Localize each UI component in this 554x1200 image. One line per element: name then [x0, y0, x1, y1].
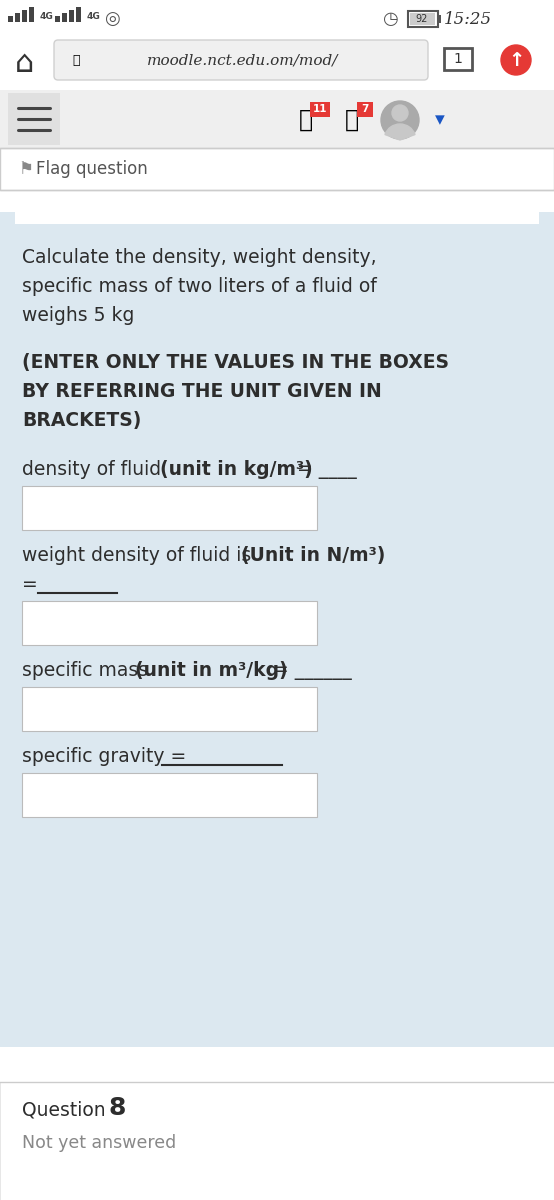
Bar — [0, 0, 554, 38]
Bar — [0, 1082, 554, 1200]
Text: ◎: ◎ — [104, 10, 120, 28]
Text: = ______: = ______ — [267, 661, 352, 680]
Bar — [0, 828, 554, 1082]
Bar — [310, 102, 330, 116]
Wedge shape — [385, 124, 415, 140]
Bar — [55, 16, 60, 22]
Bar — [0, 1046, 554, 1082]
Text: 🔔: 🔔 — [299, 108, 313, 132]
Bar — [22, 10, 27, 22]
Text: BRACKETS): BRACKETS) — [22, 410, 141, 430]
Bar — [0, 190, 554, 212]
Bar — [22, 686, 317, 731]
Text: 4G: 4G — [87, 12, 101, 20]
Bar — [29, 7, 34, 22]
Text: specific gravity =: specific gravity = — [22, 746, 192, 766]
Circle shape — [392, 104, 408, 121]
Bar — [438, 14, 441, 23]
Text: specific mass of two liters of a fluid of: specific mass of two liters of a fluid o… — [22, 277, 377, 296]
Bar — [444, 48, 472, 70]
Bar — [22, 773, 317, 817]
Text: ↑: ↑ — [508, 50, 524, 70]
Text: density of fluid: density of fluid — [22, 460, 167, 479]
Text: ▾: ▾ — [435, 110, 445, 130]
Bar — [15, 13, 20, 22]
Bar — [8, 92, 60, 145]
Text: (unit in kg/m³): (unit in kg/m³) — [160, 460, 312, 479]
Bar — [22, 486, 317, 530]
Bar — [0, 90, 554, 148]
Text: (unit in m³/kg): (unit in m³/kg) — [135, 661, 288, 680]
Text: 1: 1 — [454, 52, 463, 66]
Text: (ENTER ONLY THE VALUES IN THE BOXES: (ENTER ONLY THE VALUES IN THE BOXES — [22, 353, 449, 372]
Text: Not yet answered: Not yet answered — [22, 1134, 176, 1152]
Text: (Unit in N/m³): (Unit in N/m³) — [240, 546, 385, 565]
Text: 8: 8 — [108, 1096, 125, 1120]
Text: ⚑: ⚑ — [18, 160, 33, 178]
Bar — [357, 102, 373, 116]
Text: ⌂: ⌂ — [16, 49, 35, 78]
Bar — [410, 13, 435, 25]
Text: Question: Question — [22, 1100, 111, 1118]
Text: Flag question: Flag question — [36, 160, 148, 178]
Text: weight density of fluid is: weight density of fluid is — [22, 546, 257, 565]
Bar — [0, 212, 554, 1082]
Bar — [408, 11, 438, 26]
Text: 🔒: 🔒 — [72, 54, 80, 66]
Text: BY REFERRING THE UNIT GIVEN IN: BY REFERRING THE UNIT GIVEN IN — [22, 382, 382, 401]
Text: 💬: 💬 — [345, 108, 359, 132]
Circle shape — [381, 101, 419, 139]
Bar — [76, 7, 81, 22]
Text: = ____: = ____ — [291, 460, 357, 479]
Bar — [62, 13, 67, 22]
Bar — [22, 601, 317, 646]
Text: 15:25: 15:25 — [444, 11, 492, 28]
Text: weighs 5 kg: weighs 5 kg — [22, 306, 135, 325]
Bar — [15, 212, 539, 224]
Text: 92: 92 — [416, 14, 428, 24]
Text: 4G: 4G — [40, 12, 54, 20]
Bar — [0, 148, 554, 190]
Text: Calculate the density, weight density,: Calculate the density, weight density, — [22, 248, 377, 266]
Text: ◷: ◷ — [382, 10, 398, 28]
Bar — [69, 10, 74, 22]
Text: =: = — [22, 575, 38, 594]
FancyBboxPatch shape — [54, 40, 428, 80]
Bar — [8, 16, 13, 22]
Text: 7: 7 — [361, 104, 369, 114]
Text: moodle.nct.edu.om/mod/: moodle.nct.edu.om/mod/ — [147, 53, 338, 67]
Bar — [0, 38, 554, 90]
Text: specific mass: specific mass — [22, 661, 154, 680]
Text: 11: 11 — [313, 104, 327, 114]
Circle shape — [501, 44, 531, 74]
